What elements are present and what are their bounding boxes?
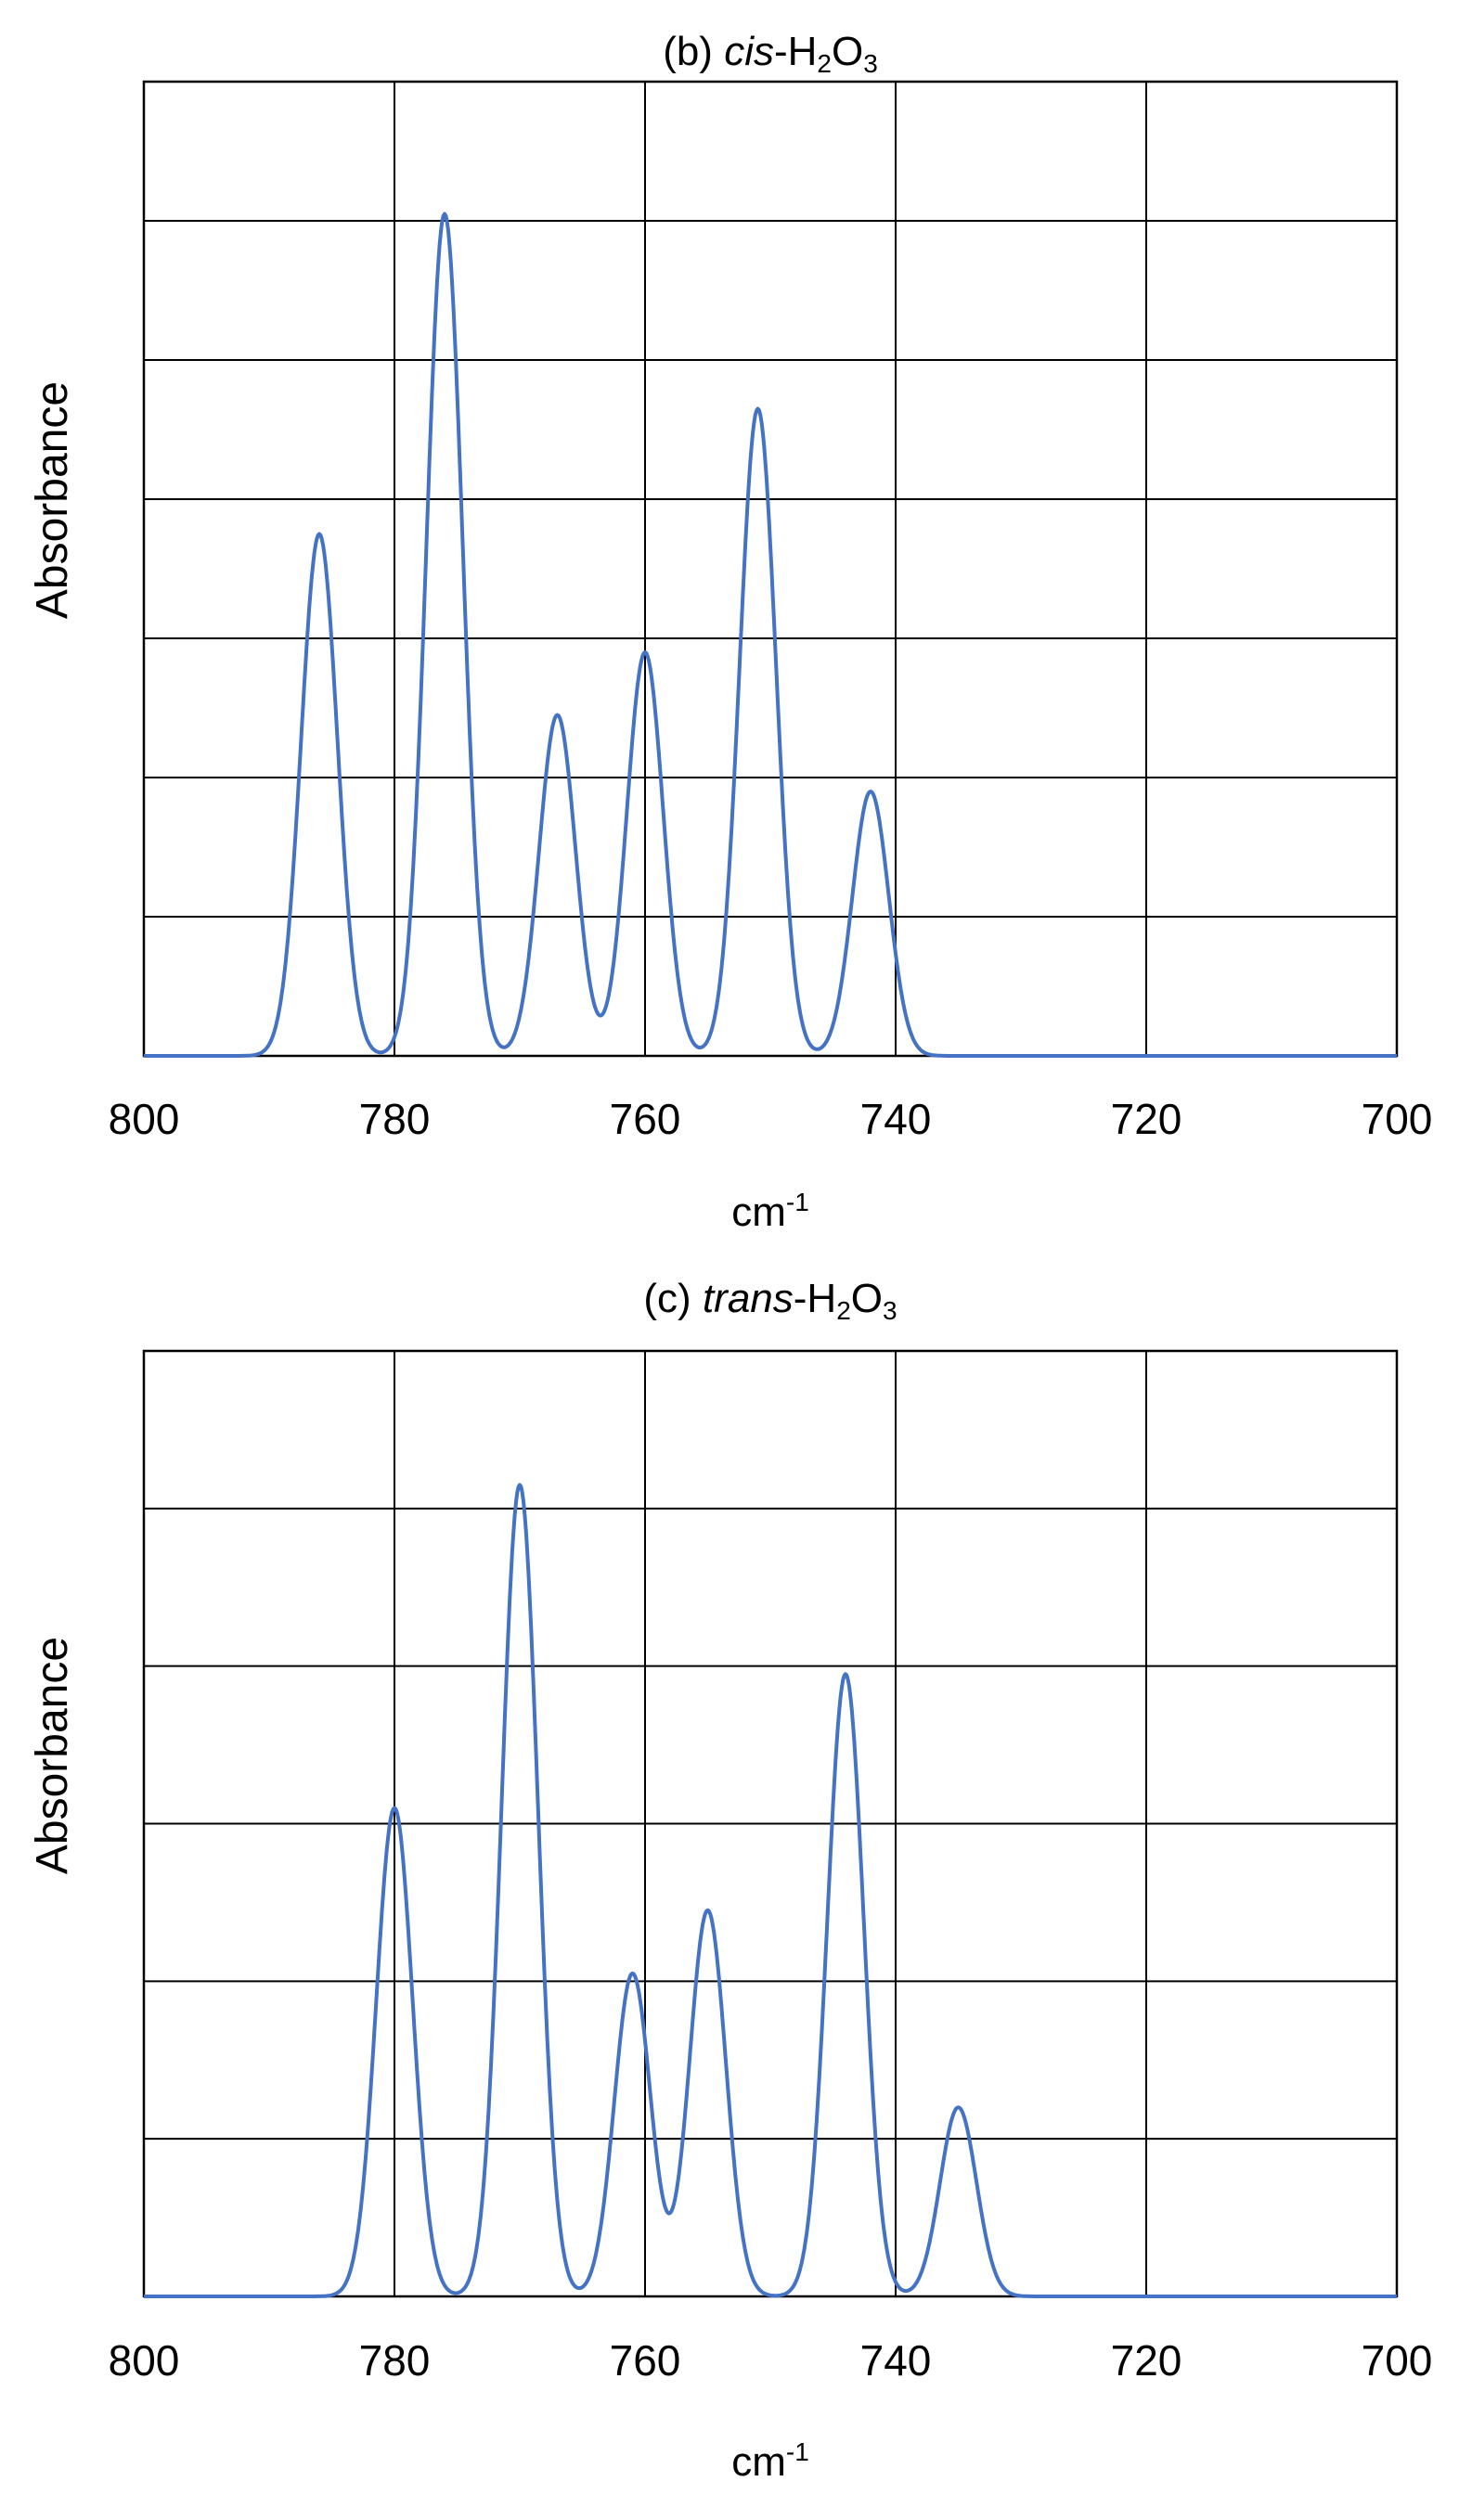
x-tick-label: 760 xyxy=(610,2336,681,2385)
x-tick-label: 720 xyxy=(1111,1095,1182,1143)
x-tick-label: 700 xyxy=(1362,2336,1433,2385)
plot-frame xyxy=(142,80,1399,1058)
x-tick-label: 800 xyxy=(109,1095,180,1143)
x-tick-label: 800 xyxy=(109,2336,180,2385)
x-tick-label: 780 xyxy=(359,1095,431,1143)
x-tick-label: 740 xyxy=(860,1095,932,1143)
x-tick-label: 720 xyxy=(1111,2336,1182,2385)
spectrum-line xyxy=(143,1483,1398,2298)
chart-c-xlabel: cm-1 xyxy=(731,2437,809,2485)
chart-c-title: (c) trans-H2O3 xyxy=(643,1276,897,1325)
x-tick-label: 780 xyxy=(359,2336,431,2385)
x-tick-label: 740 xyxy=(860,2336,932,2385)
x-tick-label: 700 xyxy=(1362,1095,1433,1143)
chart-c-plot: 800 780 760 740 720 700 xyxy=(109,1349,1433,2385)
chart-b-plot: 800 780 760 740 720 700 xyxy=(109,80,1433,1143)
chart-b-xlabel: cm-1 xyxy=(731,1188,809,1235)
chart-b-title: (b) cis-H2O3 xyxy=(663,29,878,78)
x-tick-label: 760 xyxy=(610,1095,681,1143)
spectrum-line xyxy=(143,212,1398,1058)
